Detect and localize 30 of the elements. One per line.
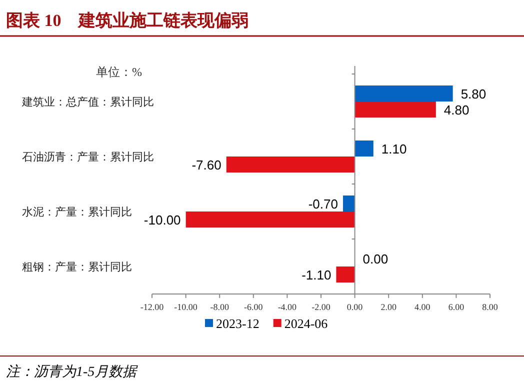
x-tick-label: -10.00 — [174, 302, 198, 312]
x-tick-label: 8.00 — [482, 302, 498, 312]
x-tick-label: -12.00 — [140, 302, 164, 312]
data-label: -1.10 — [302, 268, 332, 282]
x-tick-label: 4.00 — [414, 302, 431, 312]
data-label: -7.60 — [192, 158, 222, 172]
y-tick-label: 粗钢：产量：累计同比 — [22, 260, 132, 274]
text: 注：沥青为1-5月数据 — [6, 364, 139, 380]
data-label: 5.80 — [460, 86, 486, 102]
data-label: 0.00 — [362, 252, 388, 266]
legend-label: 2023-12 — [216, 316, 260, 331]
x-tick-label: -4.00 — [278, 302, 298, 312]
x-tick-label: -2.00 — [312, 302, 331, 312]
title: 图表 10 建筑业施工链表现偏弱 — [6, 11, 248, 30]
data-label: -10.00 — [144, 212, 181, 228]
legend-item: 2024-06 — [273, 316, 328, 331]
x-tick-label: -6.00 — [244, 302, 264, 312]
x-tick-label: 6.00 — [448, 302, 465, 312]
data-label: -0.70 — [308, 196, 338, 212]
data-label: 1.10 — [381, 142, 407, 156]
x-tick-label: 2.00 — [380, 302, 397, 312]
data-label: 4.80 — [444, 102, 470, 118]
text: 单位：% — [96, 65, 142, 79]
legend-item: 2023-12 — [205, 316, 260, 331]
legend-label: 2024-06 — [284, 316, 328, 331]
x-tick-label: 0.00 — [346, 302, 364, 312]
x-tick-label: -8.00 — [210, 302, 230, 312]
y-tick-label: 水泥：产量：累计同比 — [22, 206, 132, 218]
y-tick-label: 建筑业：总产值：累计同比 — [21, 96, 154, 108]
y-tick-label: 石油沥青：产量：累计同比 — [22, 150, 154, 164]
